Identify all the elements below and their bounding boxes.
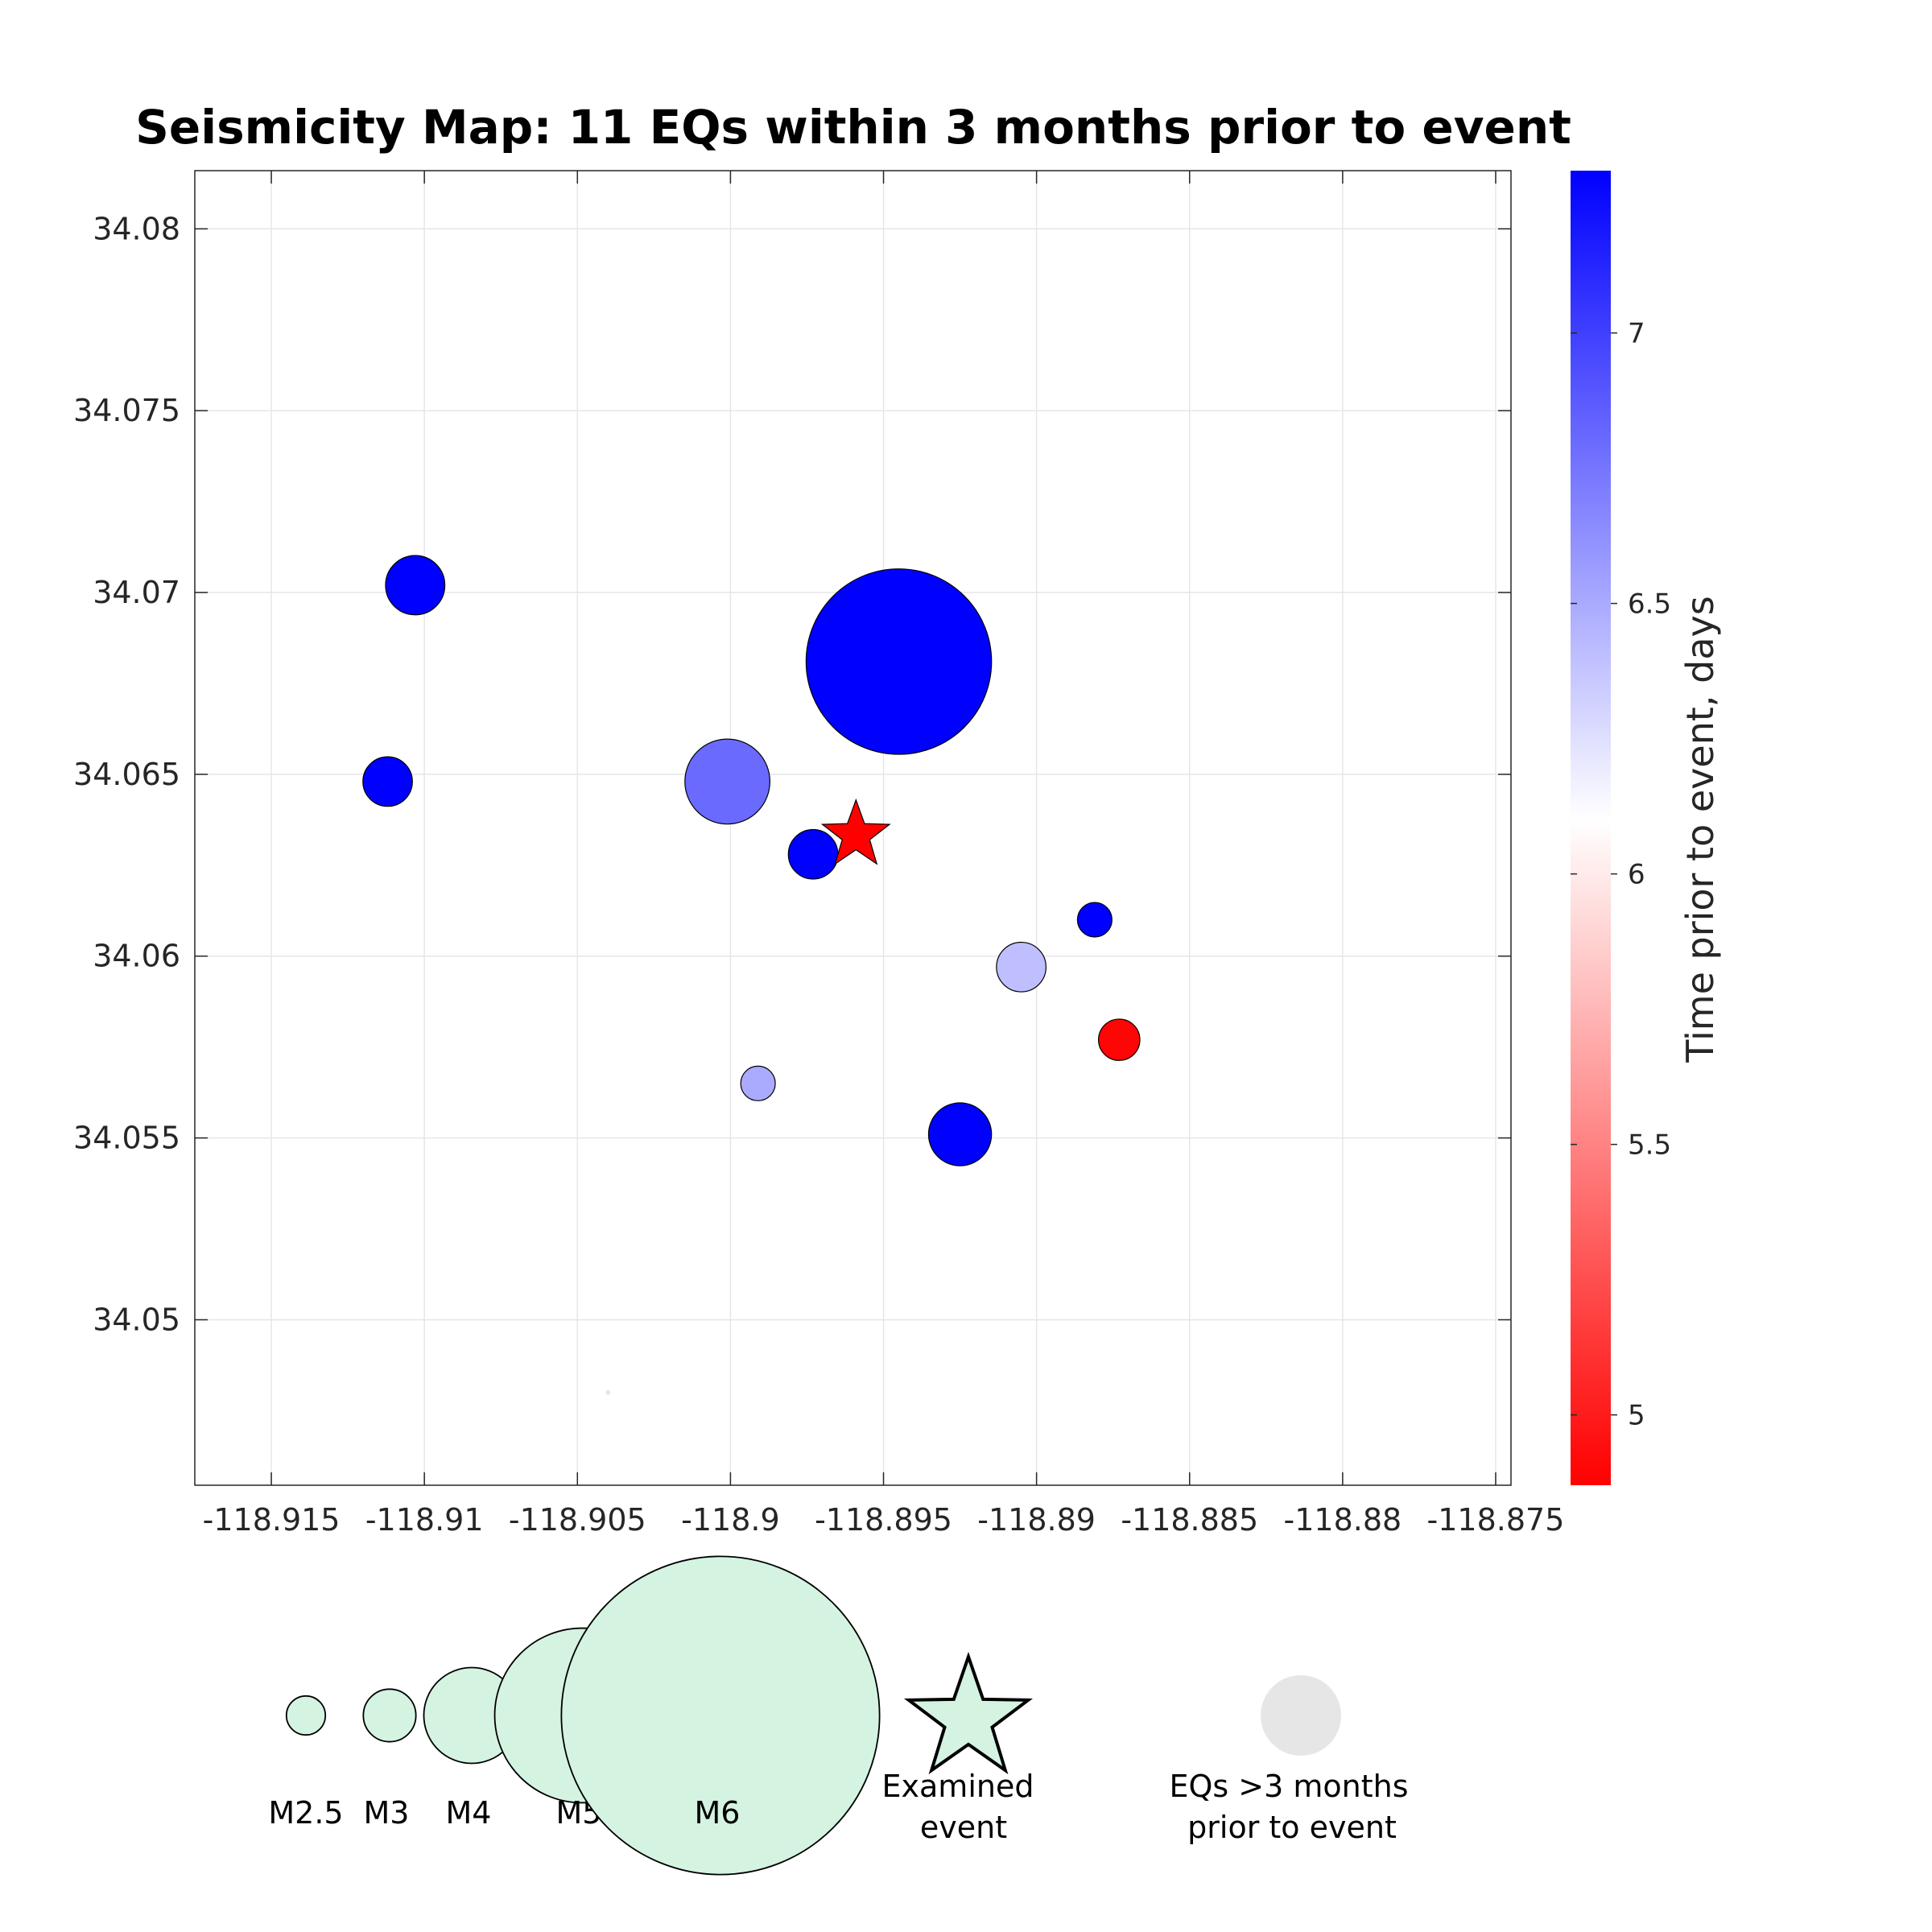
event-marker xyxy=(996,941,1046,993)
colorbar-tick-label: 5.5 xyxy=(1628,1129,1671,1162)
y-tick-label: 34.075 xyxy=(73,393,180,428)
old-event-marker xyxy=(605,1389,611,1395)
legend-star-icon xyxy=(903,1651,1034,1775)
y-tick-label: 34.05 xyxy=(93,1302,180,1337)
x-tick-label: -118.91 xyxy=(365,1502,484,1538)
event-marker xyxy=(362,756,413,807)
y-tick-label: 34.065 xyxy=(73,757,180,792)
legend-examined-label-1: Examined xyxy=(882,1769,1034,1804)
event-marker xyxy=(805,568,993,755)
examined-event-star xyxy=(820,798,891,865)
legend-examined-label-2: event xyxy=(920,1810,1007,1845)
event-marker xyxy=(740,1065,776,1101)
event-marker xyxy=(684,738,770,825)
x-tick-label: -118.9 xyxy=(681,1502,780,1538)
x-tick-label: -118.895 xyxy=(815,1502,952,1538)
event-marker xyxy=(1098,1018,1141,1061)
x-tick-label: -118.905 xyxy=(509,1502,646,1538)
old-events xyxy=(605,1389,611,1395)
x-axis: -118.915 -118.91 -118.905 -118.9 -118.895 -11… xyxy=(203,171,1565,1538)
y-tick-label: 34.08 xyxy=(93,211,180,246)
legend-old-label-2: prior to event xyxy=(1187,1810,1397,1845)
colorbar xyxy=(1571,171,1611,1485)
legend-magnitude-label: M2.5 xyxy=(268,1795,343,1831)
legend: M2.5 M3 M4 M5 M6 xyxy=(268,1555,1341,1876)
x-tick-label: -118.915 xyxy=(203,1502,341,1538)
legend-magnitude-label: M4 xyxy=(446,1795,492,1831)
colorbar-ticks: 5 5.5 6 6.5 7 xyxy=(1571,318,1671,1432)
chart-title: Seismicity Map: 11 EQs within 3 months p… xyxy=(135,100,1571,155)
colorbar-tick-label: 7 xyxy=(1628,318,1645,350)
event-marker xyxy=(787,828,839,880)
legend-magnitude-circle xyxy=(560,1555,881,1876)
x-tick-label: -118.88 xyxy=(1284,1502,1402,1538)
legend-magnitude-label: M6 xyxy=(695,1795,741,1831)
event-marker xyxy=(385,555,446,616)
examined-event xyxy=(820,798,891,865)
x-tick-label: -118.89 xyxy=(977,1502,1096,1538)
colorbar-tick-label: 6.5 xyxy=(1628,588,1671,621)
events xyxy=(362,555,1141,1166)
event-marker xyxy=(1076,902,1113,938)
y-axis: 34.05 34.055 34.06 34.065 34.07 34.075 34.08 xyxy=(73,211,1511,1337)
y-tick-label: 34.07 xyxy=(93,575,180,610)
x-tick-label: -118.875 xyxy=(1427,1502,1565,1538)
legend-old-event-circle xyxy=(1261,1675,1341,1756)
legend-magnitude-circle xyxy=(285,1695,327,1736)
y-tick-label: 34.06 xyxy=(93,939,180,974)
legend-old-label-1: EQs >3 months xyxy=(1169,1769,1408,1804)
legend-magnitude-circle xyxy=(362,1688,417,1743)
plot-frame xyxy=(194,170,1512,1486)
colorbar-tick-label: 6 xyxy=(1628,859,1645,891)
colorbar-label: Time prior to event, days xyxy=(1678,596,1722,1063)
y-tick-label: 34.055 xyxy=(73,1121,180,1156)
legend-magnitude-label: M3 xyxy=(364,1795,410,1831)
x-tick-label: -118.885 xyxy=(1121,1502,1258,1538)
colorbar-tick-label: 5 xyxy=(1628,1400,1645,1432)
event-marker xyxy=(927,1102,993,1166)
